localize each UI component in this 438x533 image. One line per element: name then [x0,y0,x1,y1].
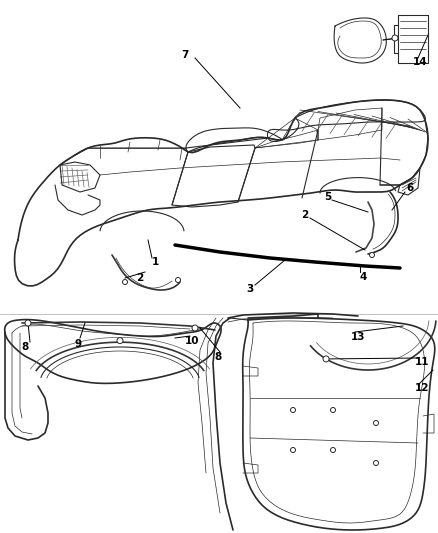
Circle shape [374,421,378,425]
Text: 8: 8 [21,342,28,352]
Circle shape [331,408,336,413]
Circle shape [392,35,398,41]
Circle shape [290,448,296,453]
Circle shape [374,461,378,465]
Circle shape [123,279,127,285]
Text: 13: 13 [351,332,365,342]
Text: 3: 3 [246,284,254,294]
Text: 7: 7 [181,50,189,60]
Text: 9: 9 [74,339,81,349]
Circle shape [323,356,329,362]
Text: 2: 2 [301,210,309,220]
Text: 2: 2 [136,273,144,283]
Text: 8: 8 [214,352,222,362]
Circle shape [117,337,123,344]
Text: 11: 11 [415,357,429,367]
Text: 14: 14 [413,57,427,67]
Text: 5: 5 [325,192,332,202]
Circle shape [370,253,374,257]
Circle shape [25,320,31,326]
Text: 10: 10 [185,336,199,346]
Text: 6: 6 [406,183,413,193]
Circle shape [290,408,296,413]
Circle shape [176,278,180,282]
Text: 1: 1 [152,257,159,267]
Text: 4: 4 [359,272,367,282]
Circle shape [331,448,336,453]
Text: 12: 12 [415,383,429,393]
Circle shape [192,325,198,331]
